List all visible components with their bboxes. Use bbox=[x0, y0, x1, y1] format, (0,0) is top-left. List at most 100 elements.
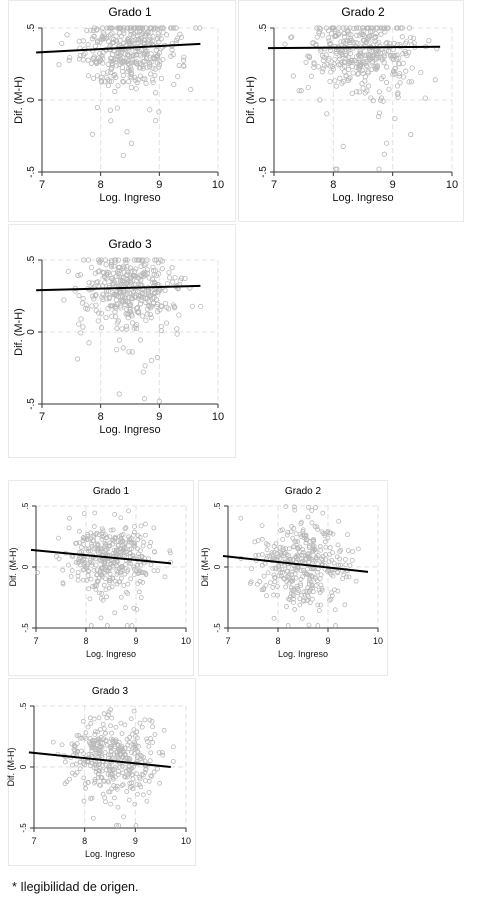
data-point bbox=[337, 56, 343, 62]
data-point bbox=[117, 52, 123, 58]
data-point bbox=[121, 545, 127, 551]
data-point bbox=[124, 623, 130, 628]
data-point bbox=[102, 543, 108, 549]
data-point bbox=[92, 270, 98, 276]
data-point bbox=[325, 529, 331, 534]
data-point bbox=[399, 25, 405, 31]
data-point bbox=[84, 563, 90, 569]
data-point bbox=[353, 578, 359, 584]
data-point bbox=[97, 768, 102, 774]
data-point bbox=[276, 566, 282, 572]
data-point bbox=[151, 268, 157, 274]
data-point bbox=[392, 66, 398, 72]
data-point bbox=[98, 615, 104, 621]
data-point bbox=[81, 562, 87, 568]
data-point bbox=[158, 75, 165, 82]
data-point bbox=[125, 774, 130, 780]
data-point bbox=[303, 532, 309, 538]
data-point bbox=[305, 84, 311, 91]
data-point bbox=[127, 536, 132, 542]
data-point bbox=[109, 730, 114, 736]
data-point bbox=[161, 727, 167, 733]
data-point bbox=[119, 326, 125, 332]
data-point bbox=[394, 56, 400, 62]
data-point bbox=[156, 271, 162, 277]
data-point bbox=[340, 39, 347, 45]
data-point bbox=[342, 602, 348, 608]
y-tick-label: 0 bbox=[21, 564, 30, 569]
data-point bbox=[295, 539, 301, 544]
data-point bbox=[276, 573, 282, 579]
data-point bbox=[167, 550, 173, 556]
data-point bbox=[131, 605, 137, 611]
data-point bbox=[114, 823, 119, 828]
data-point bbox=[256, 552, 261, 558]
data-point bbox=[340, 576, 346, 581]
data-point bbox=[274, 584, 280, 589]
data-point bbox=[127, 41, 133, 47]
data-point bbox=[284, 532, 290, 538]
data-point bbox=[76, 321, 82, 327]
data-point bbox=[170, 302, 177, 308]
data-point bbox=[139, 724, 145, 730]
data-point bbox=[83, 546, 89, 552]
data-point bbox=[323, 25, 330, 31]
data-point bbox=[112, 764, 118, 770]
data-point bbox=[289, 524, 295, 529]
data-point bbox=[124, 789, 130, 794]
data-point bbox=[134, 782, 140, 787]
data-point bbox=[361, 52, 367, 59]
data-point bbox=[104, 25, 110, 31]
data-point bbox=[77, 528, 82, 534]
data-point bbox=[134, 61, 140, 67]
data-point bbox=[128, 28, 134, 34]
data-point bbox=[105, 752, 111, 758]
data-point bbox=[345, 54, 351, 60]
data-point bbox=[154, 60, 160, 66]
data-point bbox=[313, 576, 318, 581]
data-point bbox=[93, 27, 100, 33]
data-point bbox=[319, 53, 326, 59]
data-point bbox=[394, 52, 400, 58]
data-point bbox=[156, 33, 162, 39]
data-point bbox=[115, 25, 121, 31]
data-point bbox=[293, 556, 299, 561]
data-point bbox=[106, 779, 112, 785]
data-point bbox=[282, 576, 287, 582]
data-point bbox=[91, 716, 97, 722]
data-point bbox=[130, 289, 136, 295]
data-point bbox=[99, 574, 105, 580]
data-point bbox=[257, 579, 263, 584]
data-point bbox=[102, 79, 108, 85]
data-point bbox=[280, 537, 286, 542]
chart-panel-1 bbox=[8, 0, 236, 222]
data-point bbox=[394, 83, 401, 89]
data-point bbox=[152, 66, 158, 72]
data-point bbox=[146, 60, 152, 66]
trend-line bbox=[36, 284, 201, 292]
data-point bbox=[140, 369, 146, 375]
data-point bbox=[171, 25, 177, 31]
data-point bbox=[157, 58, 163, 64]
data-point bbox=[355, 41, 361, 47]
data-point bbox=[348, 59, 354, 66]
data-point bbox=[285, 529, 291, 535]
data-point bbox=[324, 62, 330, 68]
data-point bbox=[80, 535, 86, 540]
data-point bbox=[314, 25, 320, 31]
data-point bbox=[85, 531, 90, 537]
data-point bbox=[111, 783, 117, 788]
data-point bbox=[115, 772, 121, 777]
data-point bbox=[272, 575, 277, 580]
data-point bbox=[129, 623, 135, 628]
data-point bbox=[116, 769, 121, 774]
data-point bbox=[155, 52, 161, 58]
data-point bbox=[306, 551, 311, 556]
data-point bbox=[139, 772, 145, 777]
data-point bbox=[76, 733, 82, 738]
data-point bbox=[368, 25, 374, 31]
data-point bbox=[100, 50, 106, 56]
data-point bbox=[285, 623, 291, 628]
x-tick-label: 9 bbox=[156, 411, 162, 423]
data-point bbox=[85, 41, 91, 48]
